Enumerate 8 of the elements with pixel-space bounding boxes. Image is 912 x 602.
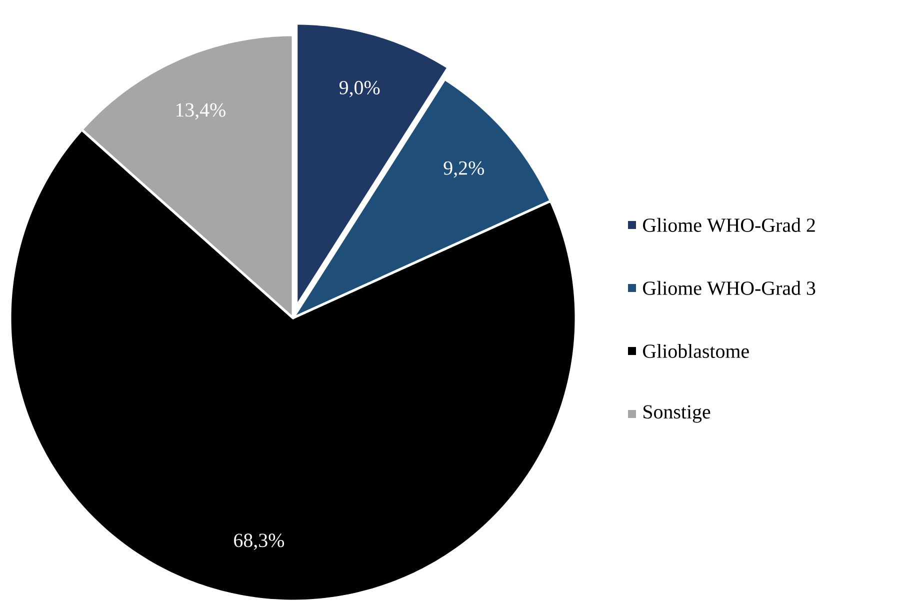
legend-label: Glioblastome xyxy=(643,344,749,358)
data-label: 9,2% xyxy=(444,161,484,178)
legend-label: Sonstige xyxy=(644,405,710,423)
legend-label: Gliome WHO-Grad 2 xyxy=(643,218,815,232)
data-label: 68,3% xyxy=(234,534,284,550)
legend-label: Gliome WHO-Grad 3 xyxy=(643,280,816,295)
data-label: 9,0% xyxy=(339,80,380,98)
data-label: 13,4% xyxy=(176,103,226,120)
